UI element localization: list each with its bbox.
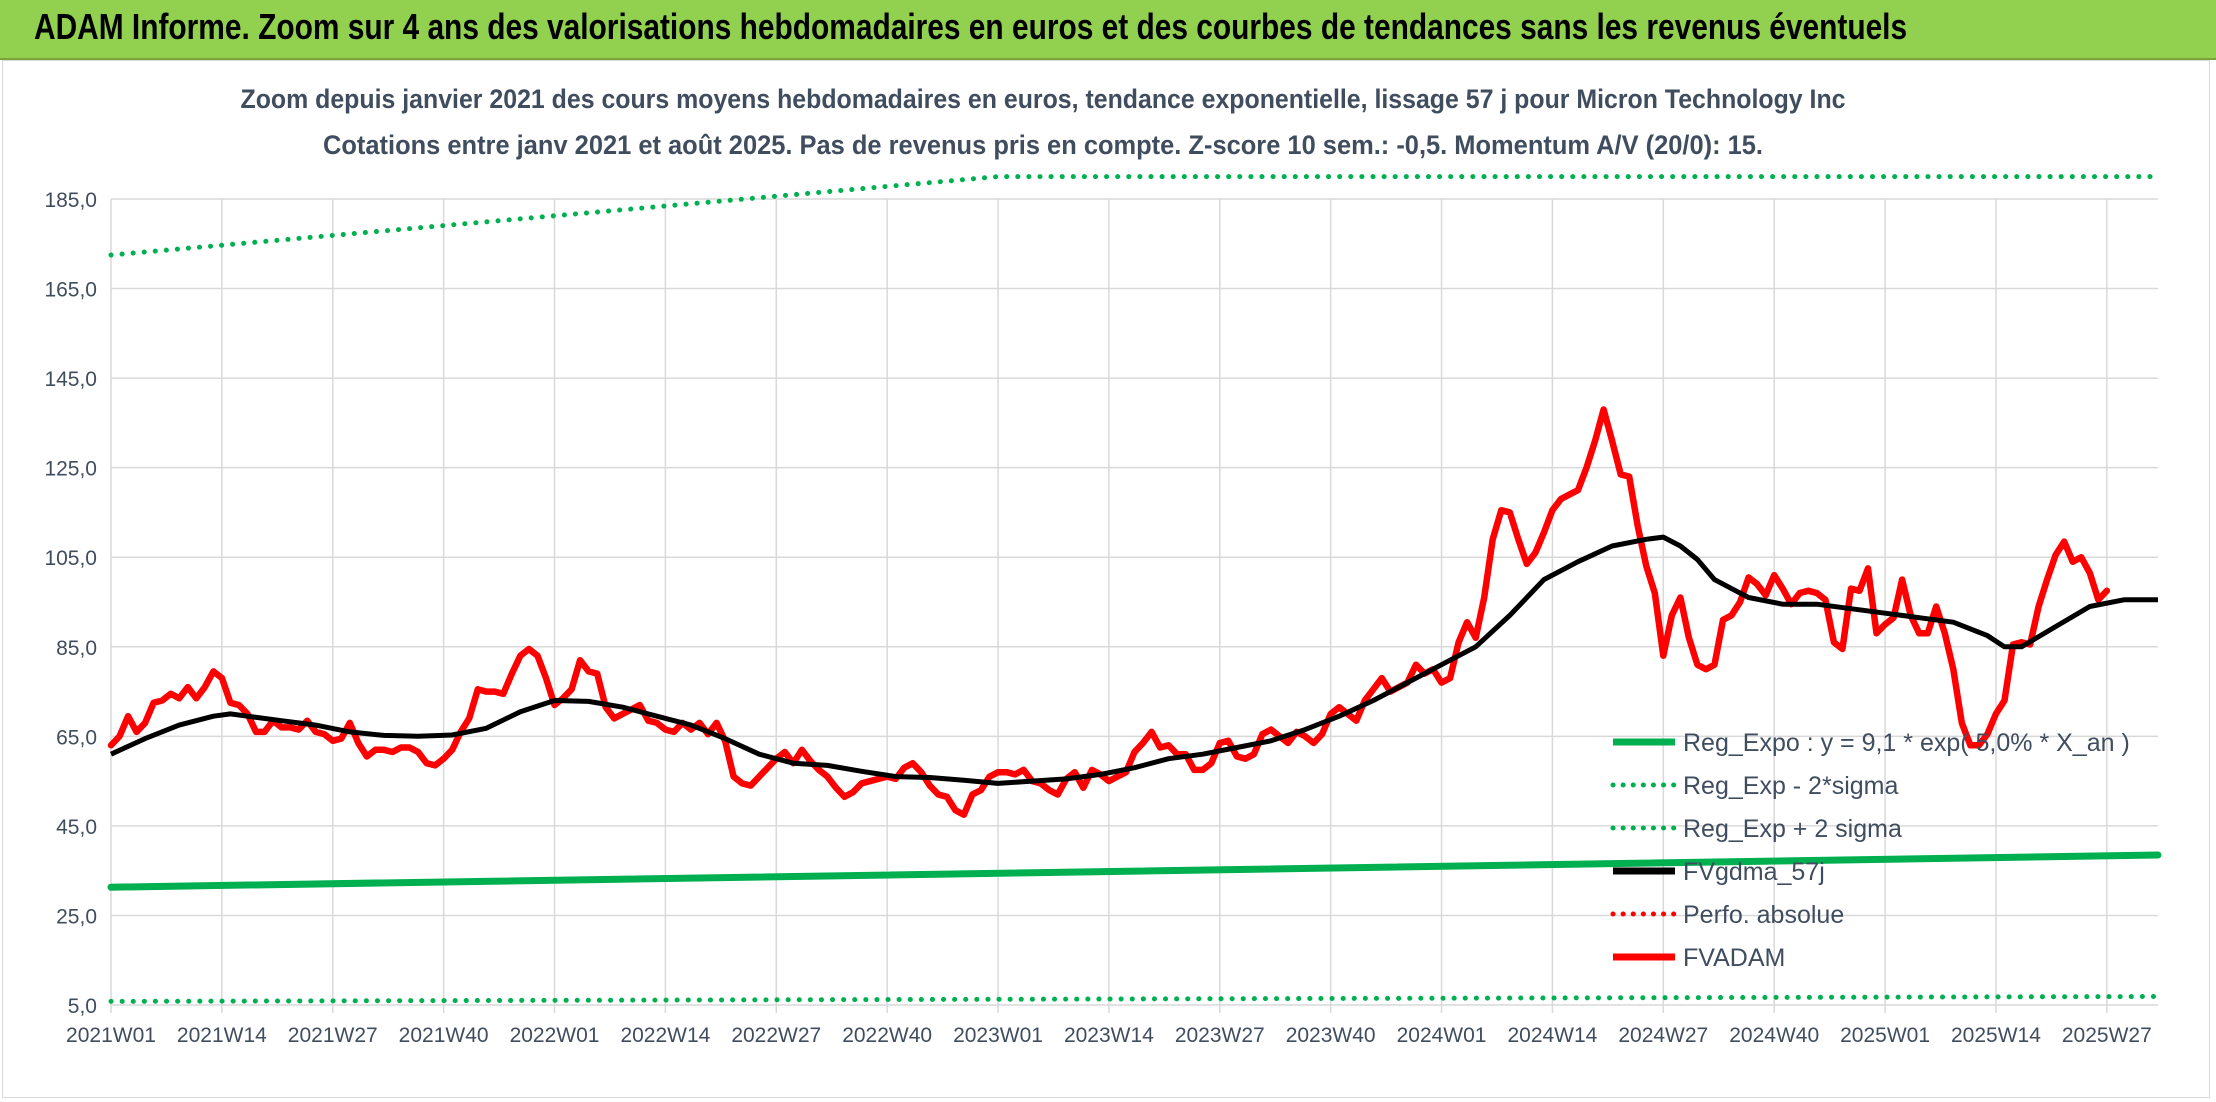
x-tick-label: 2021W40	[399, 1024, 489, 1047]
page-title: ADAM Informe. Zoom sur 4 ans des valoris…	[34, 6, 1908, 47]
series-lines	[107, 174, 2162, 1004]
x-tick-label: 2025W14	[1951, 1024, 2041, 1047]
x-tick-label: 2024W40	[1729, 1024, 1819, 1047]
x-tick-label: 2023W14	[1064, 1024, 1154, 1047]
y-tick-label: 145,0	[44, 368, 97, 391]
x-tick-label: 2025W01	[1840, 1024, 1930, 1047]
x-tick-label: 2021W14	[177, 1024, 267, 1047]
y-tick-label: 185,0	[44, 189, 97, 212]
x-axis-ticks: 2021W01 2021W14 2021W27 2021W40 2022W01 2022W…	[66, 1024, 2152, 1047]
series-line	[107, 406, 2111, 818]
x-tick-label: 2022W27	[731, 1024, 821, 1047]
chart-title: Zoom depuis janvier 2021 des cours moyen…	[241, 84, 1846, 114]
y-tick-label: 125,0	[44, 458, 97, 481]
x-tick-label: 2022W40	[842, 1024, 932, 1047]
x-tick-label: 2023W27	[1175, 1024, 1265, 1047]
legend-label: Reg_Exp - 2*sigma	[1683, 772, 1898, 800]
x-tick-label: 2022W14	[620, 1024, 710, 1047]
y-tick-label: 5,0	[68, 995, 97, 1018]
legend: Reg_Expo : y = 9,1 * exp( 5,0% * X_an ) R…	[1610, 729, 2130, 972]
y-tick-label: 25,0	[56, 905, 97, 928]
y-axis-ticks: 5,0 25,0 45,0 65,0 85,0 105,0 125,0 145,0 165,0 1…	[44, 189, 97, 1018]
x-tick-label: 2023W01	[953, 1024, 1043, 1047]
grid-lines	[110, 198, 2158, 1013]
y-tick-label: 65,0	[56, 726, 97, 749]
y-tick-label: 85,0	[56, 637, 97, 660]
y-tick-label: 105,0	[44, 547, 97, 570]
legend-label: Perfo. absolue	[1683, 901, 1844, 929]
legend-label: FVADAM	[1683, 944, 1785, 972]
title-banner: ADAM Informe. Zoom sur 4 ans des valoris…	[0, 0, 2216, 60]
series-line	[107, 851, 2162, 891]
legend-label: Reg_Exp + 2 sigma	[1683, 815, 1902, 843]
series-line	[108, 994, 2161, 1004]
x-tick-label: 2023W40	[1286, 1024, 1376, 1047]
chart-subtitle: Cotations entre janv 2021 et août 2025. …	[323, 130, 1763, 160]
x-tick-label: 2024W27	[1618, 1024, 1708, 1047]
x-tick-label: 2021W27	[288, 1024, 378, 1047]
x-tick-label: 2022W01	[510, 1024, 600, 1047]
y-tick-label: 45,0	[56, 816, 97, 839]
legend-label: FVgdma_57j	[1683, 858, 1825, 886]
chart-frame: 5,0 25,0 45,0 65,0 85,0 105,0 125,0 145,0 165,0 1…	[2, 60, 2210, 1098]
series-line	[109, 534, 2158, 786]
series-line	[108, 174, 2161, 258]
legend-label: Reg_Expo : y = 9,1 * exp( 5,0% * X_an )	[1683, 729, 2130, 757]
x-tick-label: 2021W01	[66, 1024, 156, 1047]
x-tick-label: 2024W01	[1397, 1024, 1487, 1047]
x-tick-label: 2025W27	[2062, 1024, 2152, 1047]
x-tick-label: 2024W14	[1507, 1024, 1597, 1047]
y-tick-label: 165,0	[44, 279, 97, 302]
line-chart: 5,0 25,0 45,0 65,0 85,0 105,0 125,0 145,0 165,0 1…	[44, 84, 2162, 1047]
